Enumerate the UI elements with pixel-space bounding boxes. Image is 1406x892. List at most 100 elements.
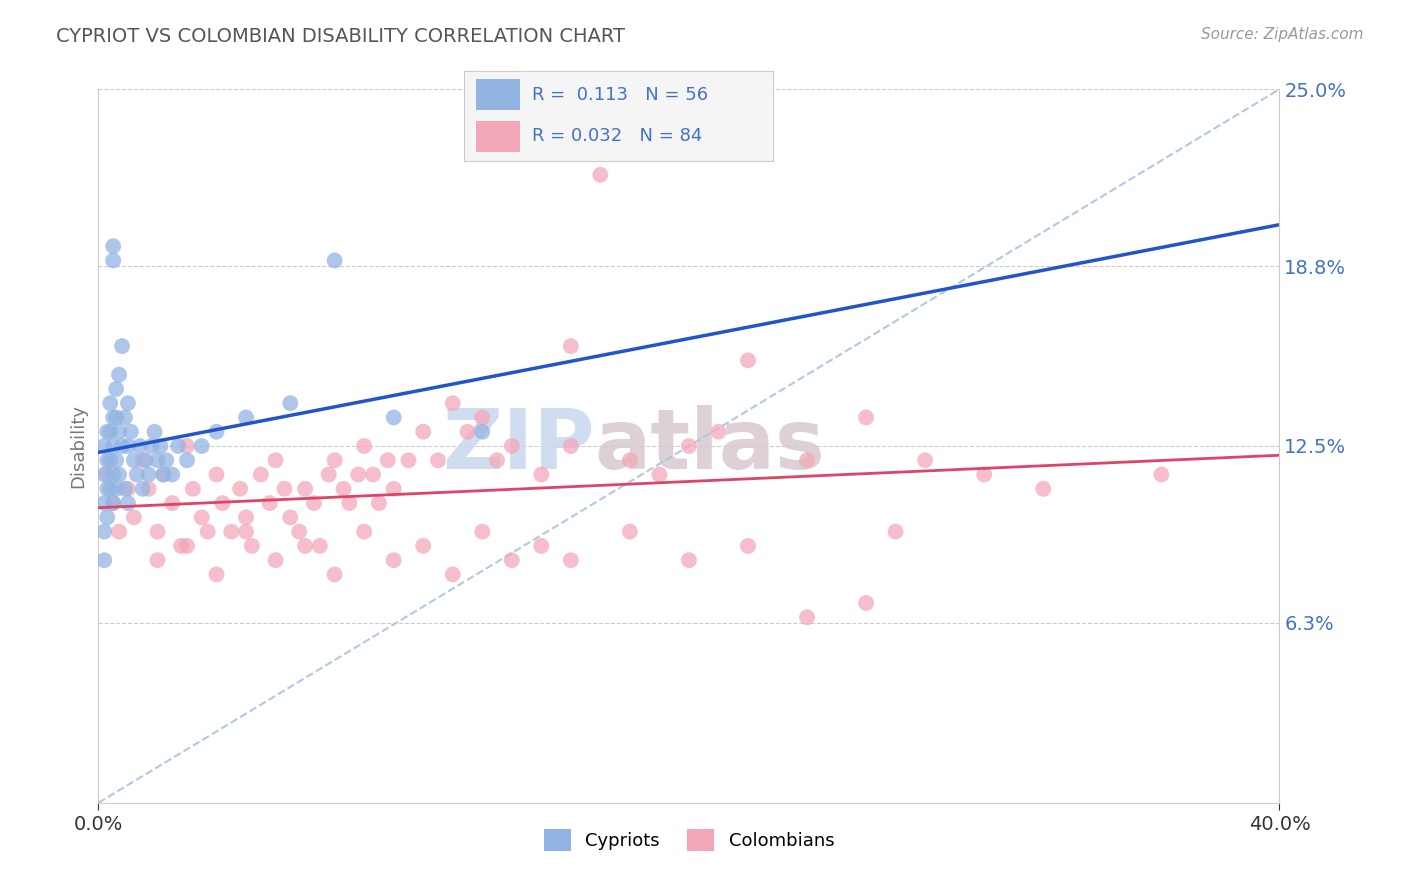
- Point: [135, 453, 157, 467]
- Point: [530, 539, 553, 553]
- Point: [884, 524, 907, 539]
- Point: [111, 439, 134, 453]
- Point: [103, 239, 125, 253]
- Point: [114, 482, 136, 496]
- Point: [108, 425, 131, 439]
- Point: [96, 453, 118, 467]
- Text: Source: ZipAtlas.com: Source: ZipAtlas.com: [1201, 27, 1364, 42]
- Point: [353, 524, 375, 539]
- Point: [96, 467, 118, 482]
- Point: [737, 539, 759, 553]
- Point: [197, 524, 219, 539]
- Point: [125, 467, 148, 482]
- Point: [560, 553, 582, 567]
- Point: [294, 539, 316, 553]
- Point: [855, 596, 877, 610]
- Point: [229, 482, 252, 496]
- Point: [347, 467, 370, 482]
- Point: [1150, 467, 1173, 482]
- Point: [93, 496, 115, 510]
- Point: [619, 524, 641, 539]
- Bar: [477, 121, 520, 152]
- Point: [122, 510, 145, 524]
- Point: [235, 524, 257, 539]
- Point: [149, 439, 172, 453]
- Point: [382, 553, 405, 567]
- Point: [235, 410, 257, 425]
- Point: [560, 439, 582, 453]
- Point: [368, 496, 391, 510]
- Point: [288, 524, 311, 539]
- Point: [176, 439, 198, 453]
- Point: [309, 539, 332, 553]
- Point: [176, 539, 198, 553]
- Point: [339, 496, 361, 510]
- Point: [264, 553, 287, 567]
- Point: [678, 553, 700, 567]
- Point: [259, 496, 281, 510]
- Point: [205, 425, 228, 439]
- Point: [191, 439, 214, 453]
- Point: [191, 510, 214, 524]
- Point: [132, 482, 155, 496]
- Point: [382, 482, 405, 496]
- Point: [152, 467, 174, 482]
- Point: [353, 439, 375, 453]
- Point: [167, 439, 190, 453]
- Point: [132, 453, 155, 467]
- Point: [105, 482, 128, 496]
- Point: [141, 439, 163, 453]
- Point: [221, 524, 243, 539]
- Point: [170, 539, 193, 553]
- Point: [120, 425, 142, 439]
- Point: [122, 453, 145, 467]
- Point: [105, 410, 128, 425]
- Point: [471, 410, 494, 425]
- Point: [382, 410, 405, 425]
- Point: [486, 453, 509, 467]
- Point: [1032, 482, 1054, 496]
- Point: [152, 467, 174, 482]
- Point: [108, 524, 131, 539]
- Point: [103, 439, 125, 453]
- Point: [105, 382, 128, 396]
- Point: [471, 524, 494, 539]
- Point: [796, 453, 818, 467]
- Point: [471, 425, 494, 439]
- Point: [111, 339, 134, 353]
- Point: [412, 425, 434, 439]
- Point: [98, 482, 121, 496]
- Bar: [477, 79, 520, 110]
- Point: [98, 396, 121, 410]
- Point: [93, 467, 115, 482]
- Point: [737, 353, 759, 368]
- Y-axis label: Disability: Disability: [69, 404, 87, 488]
- Point: [162, 496, 183, 510]
- Point: [302, 496, 325, 510]
- Point: [427, 453, 450, 467]
- Point: [530, 467, 553, 482]
- Point: [155, 453, 177, 467]
- Point: [128, 439, 150, 453]
- Legend: Cypriots, Colombians: Cypriots, Colombians: [537, 822, 841, 858]
- Text: R =  0.113   N = 56: R = 0.113 N = 56: [531, 86, 709, 103]
- Point: [235, 510, 257, 524]
- Point: [146, 524, 169, 539]
- Point: [108, 467, 131, 482]
- Point: [441, 396, 464, 410]
- Text: R = 0.032   N = 84: R = 0.032 N = 84: [531, 128, 703, 145]
- Point: [146, 553, 169, 567]
- Point: [117, 396, 139, 410]
- Point: [143, 425, 166, 439]
- Point: [93, 439, 115, 453]
- Point: [648, 467, 671, 482]
- Text: ZIP: ZIP: [441, 406, 595, 486]
- Point: [93, 553, 115, 567]
- Text: CYPRIOT VS COLOMBIAN DISABILITY CORRELATION CHART: CYPRIOT VS COLOMBIAN DISABILITY CORRELAT…: [56, 27, 626, 45]
- Point: [855, 410, 877, 425]
- Point: [323, 253, 346, 268]
- Point: [318, 467, 340, 482]
- Point: [103, 253, 125, 268]
- Point: [707, 425, 730, 439]
- Point: [103, 467, 125, 482]
